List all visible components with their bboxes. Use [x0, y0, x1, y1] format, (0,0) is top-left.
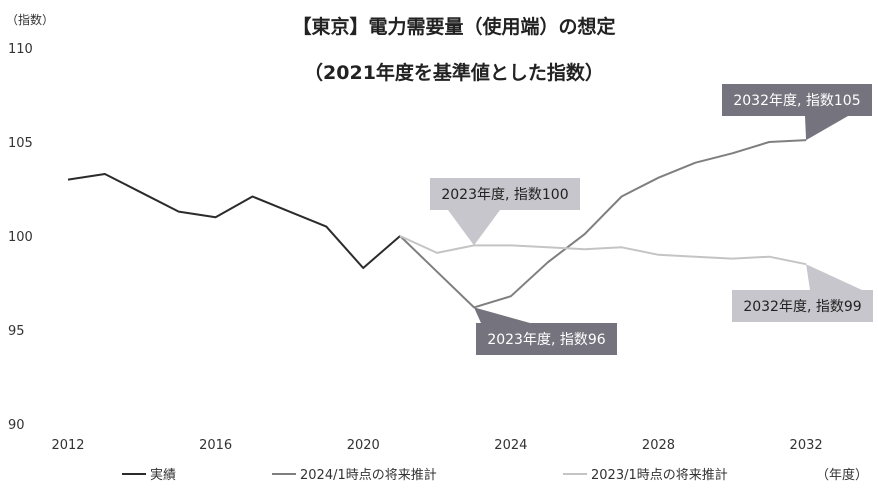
callout-pointer [806, 264, 862, 290]
series-line-1 [399, 139, 807, 309]
chart-subtitle: （2021年度を基準値とした指数） [304, 61, 604, 84]
legend-item-2: 2023/1時点の将来推計 [563, 467, 728, 483]
series-line-0 [67, 173, 401, 269]
y-tick-label: 90 [8, 418, 25, 433]
callout-label: 2023年度, 指数96 [487, 332, 605, 348]
callout-label: 2023年度, 指数100 [441, 187, 568, 203]
callout-label: 2032年度, 指数105 [733, 93, 860, 109]
legend-item-0: 実績 [122, 467, 176, 483]
y-tick-label: 95 [8, 324, 25, 339]
callout-2: 2023年度, 指数96 [474, 307, 617, 355]
callout-pointer [474, 307, 530, 323]
callout-box [430, 178, 580, 210]
legend-item-1: 2024/1時点の将来推計 [272, 467, 437, 483]
y-axis: 90 95 100 105 110 [8, 42, 33, 433]
x-axis: 2012 2016 2020 2024 2028 2032 [51, 438, 822, 453]
callout-1: 2023年度, 指数100 [430, 178, 580, 246]
x-tick-label: 2032 [790, 438, 823, 453]
callout-3: 2032年度, 指数99 [732, 264, 873, 322]
x-tick-label: 2012 [51, 438, 84, 453]
y-tick-label: 100 [8, 230, 33, 245]
x-tick-label: 2028 [642, 438, 675, 453]
callout-pointer [805, 116, 848, 141]
y-tick-label: 105 [8, 136, 33, 151]
y-tick-label: 110 [8, 42, 33, 57]
series-line-2 [399, 235, 807, 266]
callout-box [732, 290, 873, 322]
callout-pointer [448, 210, 500, 246]
y-axis-label: （指数） [6, 12, 54, 27]
x-tick-label: 2020 [347, 438, 380, 453]
x-tick-label: 2016 [199, 438, 232, 453]
legend-label: 2024/1時点の将来推計 [300, 467, 437, 483]
x-axis-label: （年度） [816, 467, 868, 483]
x-tick-label: 2024 [494, 438, 527, 453]
callout-label: 2032年度, 指数99 [743, 299, 861, 315]
callout-box [722, 84, 872, 116]
chart-title: 【東京】電力需要量（使用端）の想定 [292, 15, 615, 38]
legend: 実績 2024/1時点の将来推計 2023/1時点の将来推計 [122, 467, 728, 483]
legend-label: 2023/1時点の将来推計 [591, 467, 728, 483]
callout-box [476, 323, 617, 355]
legend-label: 実績 [150, 467, 176, 483]
series-lines [67, 139, 807, 309]
annotations: 2032年度, 指数105 2023年度, 指数100 2023年度, 指数96 20… [430, 84, 873, 355]
callout-0: 2032年度, 指数105 [722, 84, 872, 141]
